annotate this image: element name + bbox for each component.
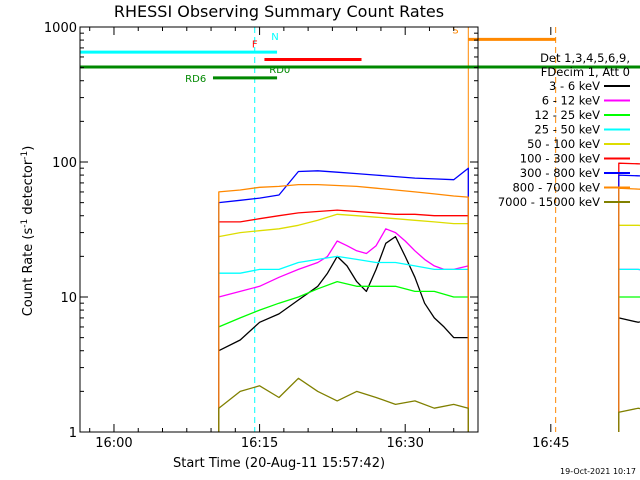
- legend-label-5: 100 - 300 keV: [520, 152, 600, 166]
- series-line-3-seg2: [618, 268, 640, 432]
- plot-frame: [79, 26, 479, 433]
- chart-title: RHESSI Observing Summary Count Rates: [114, 2, 444, 21]
- x-tick-label-2: 16:30: [386, 436, 423, 451]
- x-tick-label-0: 16:00: [95, 436, 132, 451]
- legend-label-6: 300 - 800 keV: [520, 166, 600, 180]
- y-label-exp-2: -1: [20, 151, 30, 160]
- series-line-2-seg2: [618, 296, 640, 432]
- status-label-s: S: [452, 25, 458, 36]
- legend-label-0: 3 - 6 keV: [549, 79, 600, 93]
- series-line-2-seg1: [218, 280, 469, 432]
- series-line-1-seg2: [618, 268, 640, 432]
- series-line-6-seg1: [218, 167, 469, 432]
- x-tick-label-3: 16:45: [532, 436, 569, 451]
- legend-label-7: 800 - 7000 keV: [512, 181, 600, 195]
- status-label-rd0: RD0: [269, 65, 290, 76]
- series-line-7-seg1: [218, 183, 469, 432]
- generation-timestamp: 19-Oct-2021 10:17: [560, 467, 636, 476]
- y-tick-label-2: 100: [52, 156, 77, 171]
- y-tick-label-0: 1: [69, 426, 77, 441]
- legend-header-1: FDecim 1, Att 0: [541, 65, 630, 79]
- series-line-3-seg1: [218, 255, 469, 432]
- y-label-exp-1: -1: [20, 219, 30, 228]
- series-line-4-seg2: [618, 224, 640, 432]
- legend-header-0: Det 1,3,4,5,6,9,: [540, 51, 630, 65]
- series-line-0-seg1: [218, 235, 469, 432]
- series-line-8-seg1: [218, 377, 469, 432]
- legend-label-3: 25 - 50 keV: [534, 123, 600, 137]
- status-label-n: N: [271, 32, 278, 43]
- series-line-0-seg2: [618, 317, 640, 432]
- series-line-8-seg2: [618, 407, 640, 432]
- legend: Det 1,3,4,5,6,9,FDecim 1, Att 03 - 6 keV…: [498, 51, 630, 209]
- series-line-1-seg1: [218, 228, 469, 432]
- y-label-close: ): [21, 146, 36, 151]
- svg-text:Count Rate (s-1 detector-1): Count Rate (s-1 detector-1): [20, 146, 36, 317]
- plot-area: N F S RD0 RD6: [79, 25, 640, 432]
- y-tick-label-1: 10: [60, 291, 77, 306]
- axes: 110100100016:0016:1516:3016:4517:0017:15…: [44, 21, 570, 451]
- x-axis-label: Start Time (20-Aug-11 15:57:42): [173, 456, 385, 471]
- x-tick-label-1: 16:15: [241, 436, 278, 451]
- legend-label-8: 7000 - 15000 keV: [498, 195, 600, 209]
- series-line-4-seg1: [218, 213, 469, 432]
- legend-label-2: 12 - 25 keV: [534, 108, 600, 122]
- y-label-part-1: Count Rate (s: [21, 228, 36, 317]
- status-label-f: F: [252, 39, 258, 50]
- legend-label-1: 6 - 12 keV: [542, 94, 600, 108]
- legend-label-4: 50 - 100 keV: [527, 137, 600, 151]
- y-label-part-2: detector: [21, 159, 36, 219]
- status-label-rd6: RD6: [185, 74, 206, 85]
- y-axis-label: Count Rate (s-1 detector-1): [20, 146, 36, 317]
- series-line-6-seg2: [618, 174, 640, 432]
- y-tick-label-3: 1000: [44, 21, 77, 36]
- series-line-5-seg1: [218, 209, 469, 432]
